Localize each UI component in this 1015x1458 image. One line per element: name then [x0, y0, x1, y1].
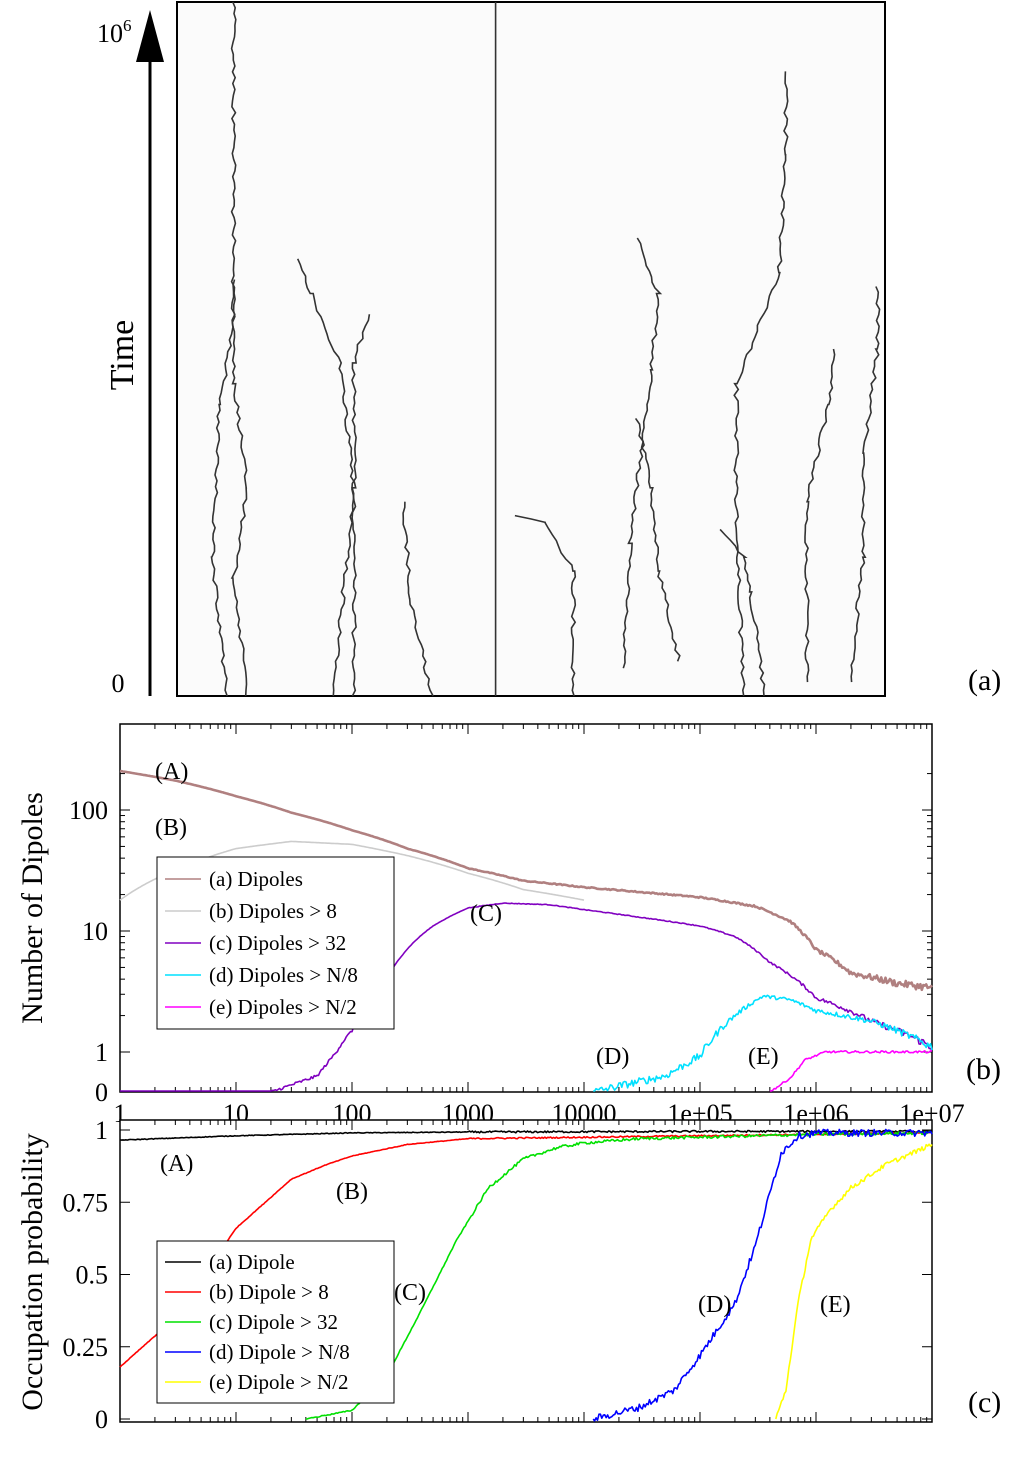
- y-tick-label: 10: [82, 917, 108, 946]
- y-axis-label: Time: [104, 320, 141, 391]
- y-tick-label: 0: [95, 1405, 108, 1434]
- dipole-trajectory: [514, 514, 577, 697]
- panel-a: Time 0 106 (a): [97, 1, 1001, 698]
- y-tick-label: 0.25: [63, 1333, 109, 1362]
- series-marker-label: (D): [596, 1044, 629, 1070]
- series-marker-label: (D): [698, 1292, 731, 1318]
- series-marker-label: (B): [155, 815, 187, 841]
- series-marker-label: (C): [470, 901, 502, 927]
- legend-label: (a) Dipole: [209, 1250, 295, 1274]
- dipole-trajectory: [850, 286, 881, 683]
- series-marker-label: (A): [155, 759, 188, 785]
- y-axis-label-b: Number of Dipoles: [16, 792, 49, 1024]
- dipole-trajectory: [230, 279, 248, 697]
- legend-label: (c) Dipoles > 32: [209, 931, 346, 955]
- tick-label-time-zero: 0: [112, 669, 125, 698]
- series-marker-label: (E): [820, 1292, 851, 1318]
- panel-label-b: (b): [966, 1053, 1001, 1086]
- series-marker-label: (A): [160, 1151, 193, 1177]
- markers-b: (A) (B) (C) (D) (E): [155, 759, 779, 1070]
- markers-c: (A) (B) (C) (D) (E): [160, 1151, 851, 1318]
- legend-label: (e) Dipole > N/2: [209, 1370, 349, 1394]
- series-line: [305, 1131, 933, 1420]
- y-tick-label: 1: [95, 1116, 108, 1145]
- series-line: [769, 1050, 933, 1092]
- series-line: [775, 1143, 933, 1420]
- dipole-trajectory: [634, 417, 681, 662]
- y-tick-label: 0.5: [76, 1261, 109, 1290]
- series-line: [120, 902, 933, 1092]
- series-line: [119, 1129, 933, 1141]
- y-axis-label-c: Occupation probability: [16, 1133, 49, 1410]
- tick-label-time-max: 106: [97, 16, 132, 48]
- series-marker-label: (E): [748, 1044, 779, 1070]
- dipole-trajectory: [622, 237, 663, 669]
- dipole-trajectory: [351, 314, 371, 697]
- dipole-trajectory: [296, 258, 357, 697]
- legend-label: (e) Dipoles > N/2: [209, 995, 357, 1019]
- y-tick-label: 0: [95, 1078, 108, 1107]
- dipole-trajectory: [733, 71, 789, 697]
- series-line: [593, 994, 933, 1092]
- legend-label: (c) Dipole > 32: [209, 1310, 338, 1334]
- tick-label-time-exponent: 6: [123, 16, 132, 35]
- series-line: [119, 769, 933, 992]
- ticks-c: 0 0.25 0.5 0.75 1: [63, 1116, 933, 1434]
- legend-c: (a) Dipole (b) Dipole > 8 (c) Dipole > 32 (…: [156, 1240, 395, 1404]
- y-tick-label: 100: [69, 796, 108, 825]
- time-arrow-head: [136, 10, 164, 62]
- dipole-trajectory: [804, 348, 836, 683]
- trajectory-group: [210, 1, 881, 697]
- series-group-c: [119, 1128, 933, 1422]
- tick-label-time-base: 10: [97, 19, 123, 48]
- legend-label: (a) Dipoles: [209, 867, 303, 891]
- legend-b: (a) Dipoles (b) Dipoles > 8 (c) Dipoles > …: [156, 856, 395, 1030]
- legend-label: (b) Dipole > 8: [209, 1280, 329, 1304]
- dipole-trajectory: [402, 501, 434, 697]
- dipole-trajectory: [719, 528, 766, 697]
- panel-c: 0 0.25 0.5 0.75 1 (A) (B) (C) (D) (E) (a) Dipole…: [16, 1116, 1001, 1434]
- legend-label: (d) Dipoles > N/8: [209, 963, 358, 987]
- y-tick-label: 0.75: [63, 1188, 109, 1217]
- series-line: [592, 1128, 933, 1422]
- panel-label-c: (c): [968, 1386, 1001, 1419]
- y-tick-label: 1: [95, 1038, 108, 1067]
- series-marker-label: (C): [394, 1280, 426, 1306]
- series-marker-label: (B): [336, 1179, 368, 1205]
- spacetime-plot-area: [176, 1, 886, 697]
- panel-label-a: (a): [968, 664, 1001, 697]
- dipole-trajectory: [210, 1, 237, 697]
- legend-label: (b) Dipoles > 8: [209, 899, 337, 923]
- legend-label: (d) Dipole > N/8: [209, 1340, 350, 1364]
